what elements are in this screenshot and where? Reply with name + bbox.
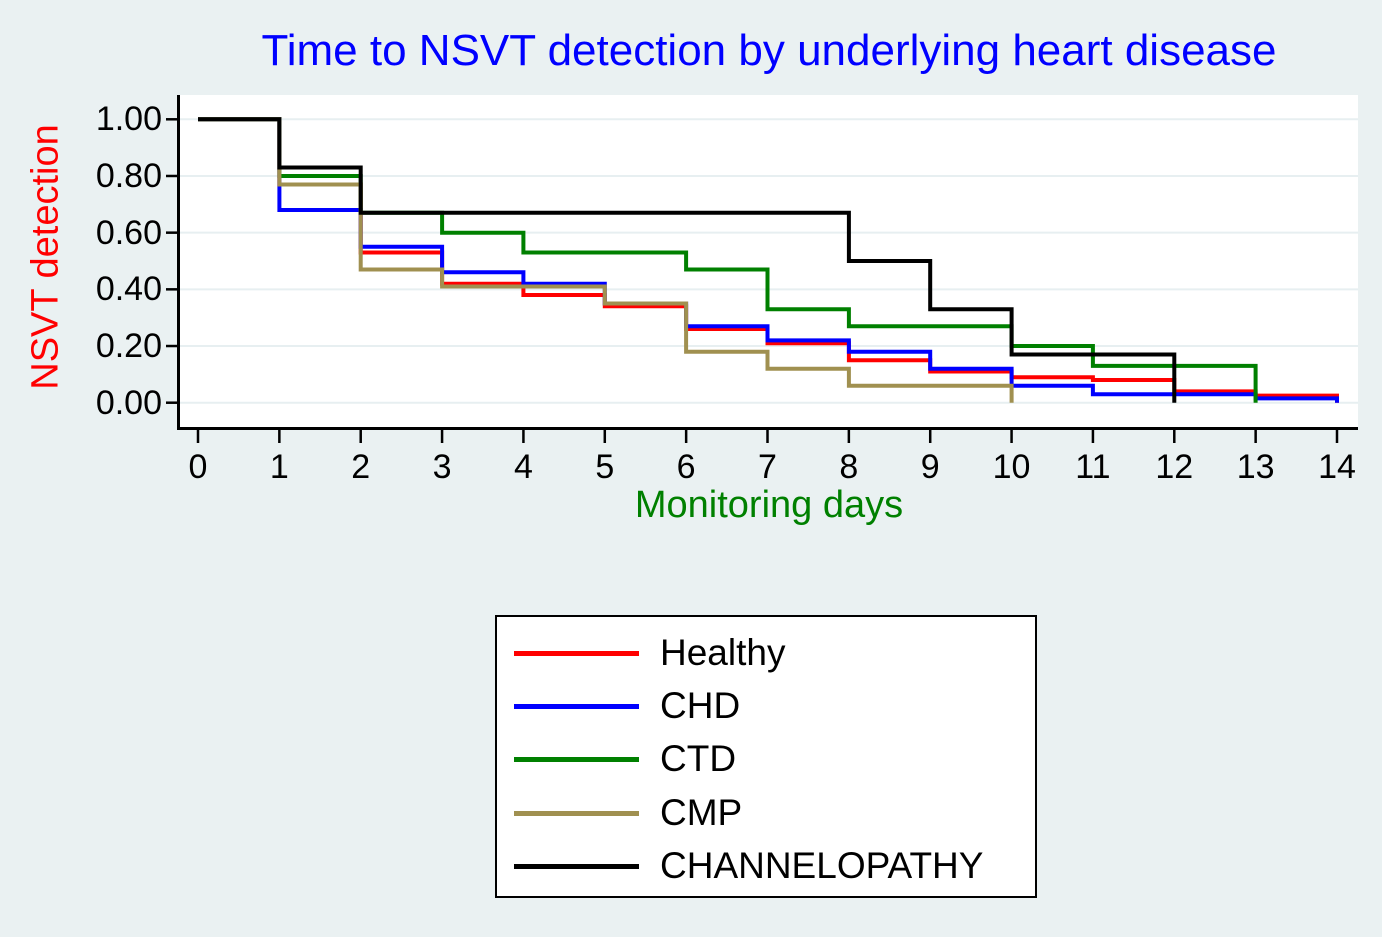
y-tick-label: 0.60 <box>95 213 162 252</box>
x-tick-label: 4 <box>513 448 533 486</box>
legend-swatch-channelopathy <box>514 863 639 869</box>
x-tick-label: 11 <box>1075 448 1111 486</box>
x-tick-label: 14 <box>1318 448 1356 486</box>
legend-swatch-cmp <box>514 810 639 816</box>
legend-swatch-healthy <box>514 651 639 656</box>
y-tick-label: 1.00 <box>95 100 162 139</box>
y-tick-label: 0.40 <box>95 270 162 309</box>
x-tick-label: 6 <box>676 448 696 486</box>
x-tick-label: 7 <box>758 448 777 486</box>
x-tick-label: 10 <box>992 448 1031 486</box>
legend-label-healthy: Healthy <box>660 632 786 673</box>
x-tick-label: 2 <box>351 448 371 486</box>
legend-swatch-chd <box>514 704 639 710</box>
legend-label-ctd: CTD <box>660 738 737 780</box>
x-tick-label: 8 <box>839 448 859 486</box>
legend-label-chd: CHD <box>660 685 741 727</box>
y-tick-label: 0.00 <box>95 383 162 422</box>
chart-title: Time to NSVT detection by underlying hea… <box>261 26 1277 75</box>
legend-box: Healthy CHD CTD CMP CHANNELOPATHY <box>495 615 1037 898</box>
series-line-channelopathy <box>198 117 1177 403</box>
legend-label-channelopathy: CHANNELOPATHY <box>660 844 984 886</box>
x-tick-label: 1 <box>269 448 289 486</box>
x-axis-label: Monitoring days <box>634 484 904 526</box>
x-tick-label: 13 <box>1236 448 1275 486</box>
x-tick-label: 12 <box>1155 448 1194 486</box>
y-tick-label: 0.20 <box>95 327 162 366</box>
x-tick-label: 5 <box>595 448 615 486</box>
y-tick-label: 0.80 <box>95 156 162 195</box>
series-line-chd <box>198 117 1339 403</box>
plot-area <box>180 95 1358 427</box>
x-tick-label: 3 <box>432 448 452 486</box>
x-tick-label: 9 <box>920 448 940 486</box>
x-tick-label: 0 <box>188 448 208 486</box>
legend-label-cmp: CMP <box>660 791 743 833</box>
legend-swatch-ctd <box>514 757 639 763</box>
